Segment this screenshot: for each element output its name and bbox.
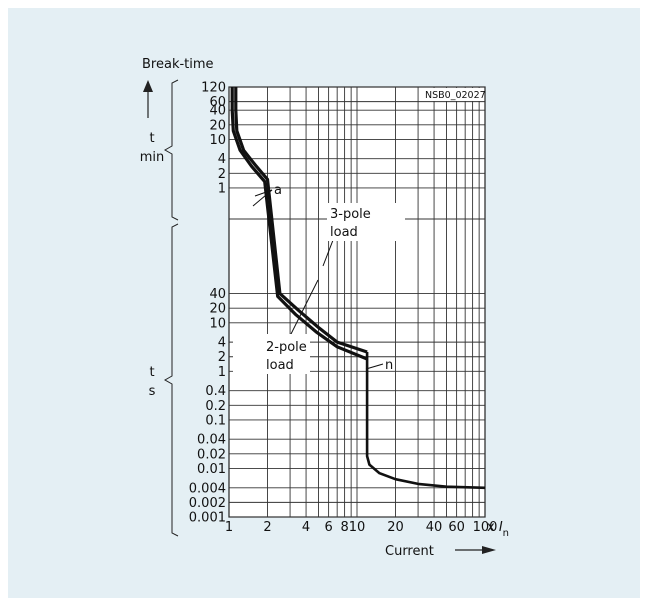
label-3pole-line2: load xyxy=(330,225,358,240)
y-tick-label-min: 120 xyxy=(201,81,226,96)
code-box xyxy=(421,88,484,101)
y-tick-label-s: 20 xyxy=(209,302,226,317)
y-tick-label-min: 20 xyxy=(209,118,226,133)
x-unit-var: I xyxy=(499,520,503,535)
ylabel: Break-time xyxy=(142,57,214,72)
annot-n-leader xyxy=(365,363,384,370)
x-tick-label: 100 xyxy=(473,520,498,535)
annot-n: n xyxy=(385,358,393,373)
x-unit: x In xyxy=(487,520,509,539)
y-tick-label-s: 1 xyxy=(218,365,226,380)
series-line-1 xyxy=(230,87,368,361)
label-2pole-box xyxy=(233,334,310,374)
y-tick-label-min: 60 xyxy=(209,95,226,110)
brace-s xyxy=(163,223,179,537)
y-tick-label-s: 10 xyxy=(209,316,226,331)
y-tick-label-s: 0.02 xyxy=(197,447,226,462)
y-tick-label-s: 0.001 xyxy=(189,511,226,526)
y-tick-label-min: 40 xyxy=(209,104,226,119)
y-tick-label-s: 0.01 xyxy=(197,462,226,477)
annot-a: a xyxy=(274,183,282,198)
x-tick-label: 60 xyxy=(448,520,465,535)
label-2pole-line2: load xyxy=(266,358,294,373)
brace-min xyxy=(163,79,179,221)
x-tick-label: 6 xyxy=(324,520,332,535)
labels: 1 2 4 6 8 10 20 40 60 100124102040601200.0010.002… xyxy=(143,79,498,554)
label-3pole-line1: 3-pole xyxy=(330,207,371,222)
y-tick-label-min: 10 xyxy=(209,133,226,148)
x-tick-label: 4 xyxy=(302,520,310,535)
y-tick-label-min: 1 xyxy=(218,181,226,196)
y-unit-min-num: t xyxy=(149,131,154,146)
x-arrow-head xyxy=(482,546,496,554)
y-unit-s-num: t xyxy=(149,365,154,380)
x-tick-label: 2 xyxy=(263,520,271,535)
y-unit-s-den: s xyxy=(149,384,156,399)
series-line-2 xyxy=(365,352,486,490)
y-tick-label-min: 4 xyxy=(218,152,226,167)
y-unit-min-den: min xyxy=(140,150,165,165)
x-tick-label: 40 xyxy=(426,520,443,535)
y-tick-label-s: 2 xyxy=(218,350,226,365)
x-tick-label: 8 xyxy=(340,520,348,535)
y-tick-label-s: 4 xyxy=(218,336,226,351)
y-tick-label-s: 0.4 xyxy=(205,384,226,399)
chart-code: NSB0_02027 xyxy=(425,90,486,101)
annot-a-leader-2 xyxy=(252,189,273,207)
annot-a-leader-1 xyxy=(254,189,273,197)
label-2pole-line1: 2-pole xyxy=(266,340,307,355)
series-line-0 xyxy=(234,87,368,354)
x-tick-label: 10 xyxy=(349,520,366,535)
curves xyxy=(230,87,486,490)
x-unit-sub: n xyxy=(503,528,509,539)
y-tick-label-s: 0.2 xyxy=(205,399,226,414)
y-tick-label-s: 0.004 xyxy=(189,481,226,496)
grid xyxy=(228,86,486,518)
label-3pole-box xyxy=(327,203,405,241)
y-tick-label-s: 0.04 xyxy=(197,433,226,448)
y-tick-label-min: 2 xyxy=(218,167,226,182)
x-tick-label: 1 xyxy=(225,520,233,535)
x-unit-prefix: x xyxy=(487,520,499,535)
x-tick-label: 20 xyxy=(387,520,404,535)
label-2pole-leader xyxy=(289,279,319,337)
y-tick-label-s: 0.002 xyxy=(189,496,226,511)
y-arrow-head xyxy=(143,80,153,92)
y-tick-label-s: 0.1 xyxy=(205,413,226,428)
y-tick-label-s: 40 xyxy=(209,287,226,302)
xlabel: Current xyxy=(385,544,434,559)
